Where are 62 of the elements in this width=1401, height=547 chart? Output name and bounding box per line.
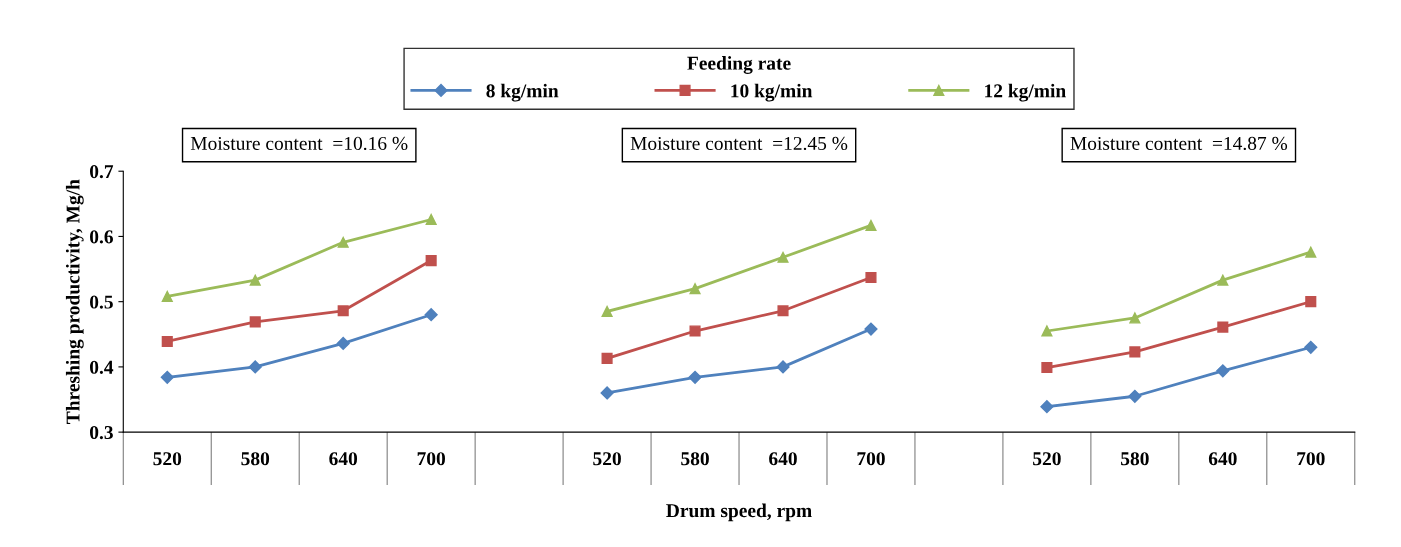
legend-label: 8 kg/min [486, 83, 559, 102]
y-tick-label: 0.3 [90, 425, 113, 440]
y-tick-label: 0.5 [90, 295, 113, 309]
point [249, 316, 261, 328]
x-tick-label: 580 [681, 452, 709, 466]
point [688, 370, 702, 384]
point [161, 335, 173, 348]
legend-label: 12 kg/min [985, 83, 1066, 102]
point [337, 236, 349, 248]
point [601, 305, 613, 318]
x-tick-label: 580 [241, 452, 270, 466]
point [601, 352, 613, 364]
legend-title: Feeding rate [687, 56, 791, 74]
text: Moisture content =12.45 % [630, 136, 848, 151]
point [777, 305, 789, 317]
point [161, 290, 173, 303]
point [1217, 321, 1229, 333]
x-tick-label: 520 [1033, 452, 1061, 466]
point [1040, 400, 1054, 414]
point [1041, 361, 1053, 374]
y-tick-label: 0.4 [90, 360, 114, 374]
point [1041, 325, 1053, 337]
point [1216, 364, 1230, 378]
x-tick-label: 700 [857, 452, 885, 466]
point [424, 308, 438, 322]
x-axis-title: Drum speed, rpm [666, 503, 812, 522]
point [1129, 312, 1141, 324]
y-tick-label: 0.6 [90, 230, 113, 244]
legend-label: 10 kg/min [731, 83, 813, 102]
text: Moisture content =10.16 % [190, 136, 408, 151]
x-tick-label: 700 [417, 452, 445, 466]
point [600, 386, 614, 400]
point [425, 213, 437, 226]
point [865, 271, 877, 284]
point [777, 251, 789, 263]
text: Moisture content =14.87 % [1070, 136, 1288, 151]
x-tick-label: 520 [593, 452, 621, 466]
point [249, 274, 261, 286]
x-tick-label: 640 [769, 452, 797, 466]
x-tick-label: 640 [329, 452, 358, 466]
point [1128, 389, 1142, 403]
point [336, 336, 350, 351]
x-tick-label: 700 [1297, 452, 1325, 466]
point [1217, 274, 1229, 286]
point [248, 360, 262, 374]
point [1304, 340, 1318, 354]
point [425, 255, 437, 267]
point [1305, 246, 1317, 258]
x-tick-label: 640 [1208, 452, 1237, 466]
y-tick-label: 0.7 [90, 165, 114, 179]
x-tick-label: 520 [153, 452, 182, 466]
point [776, 360, 790, 374]
point [689, 325, 701, 337]
x-tick-label: 580 [1121, 452, 1149, 466]
point [1129, 346, 1141, 358]
y-axis-title: Threshing productivity, Mg/h [65, 179, 84, 424]
point [689, 283, 701, 295]
point [337, 305, 349, 317]
point [865, 219, 877, 231]
point [160, 370, 174, 384]
point [864, 322, 878, 336]
point [1305, 296, 1317, 308]
